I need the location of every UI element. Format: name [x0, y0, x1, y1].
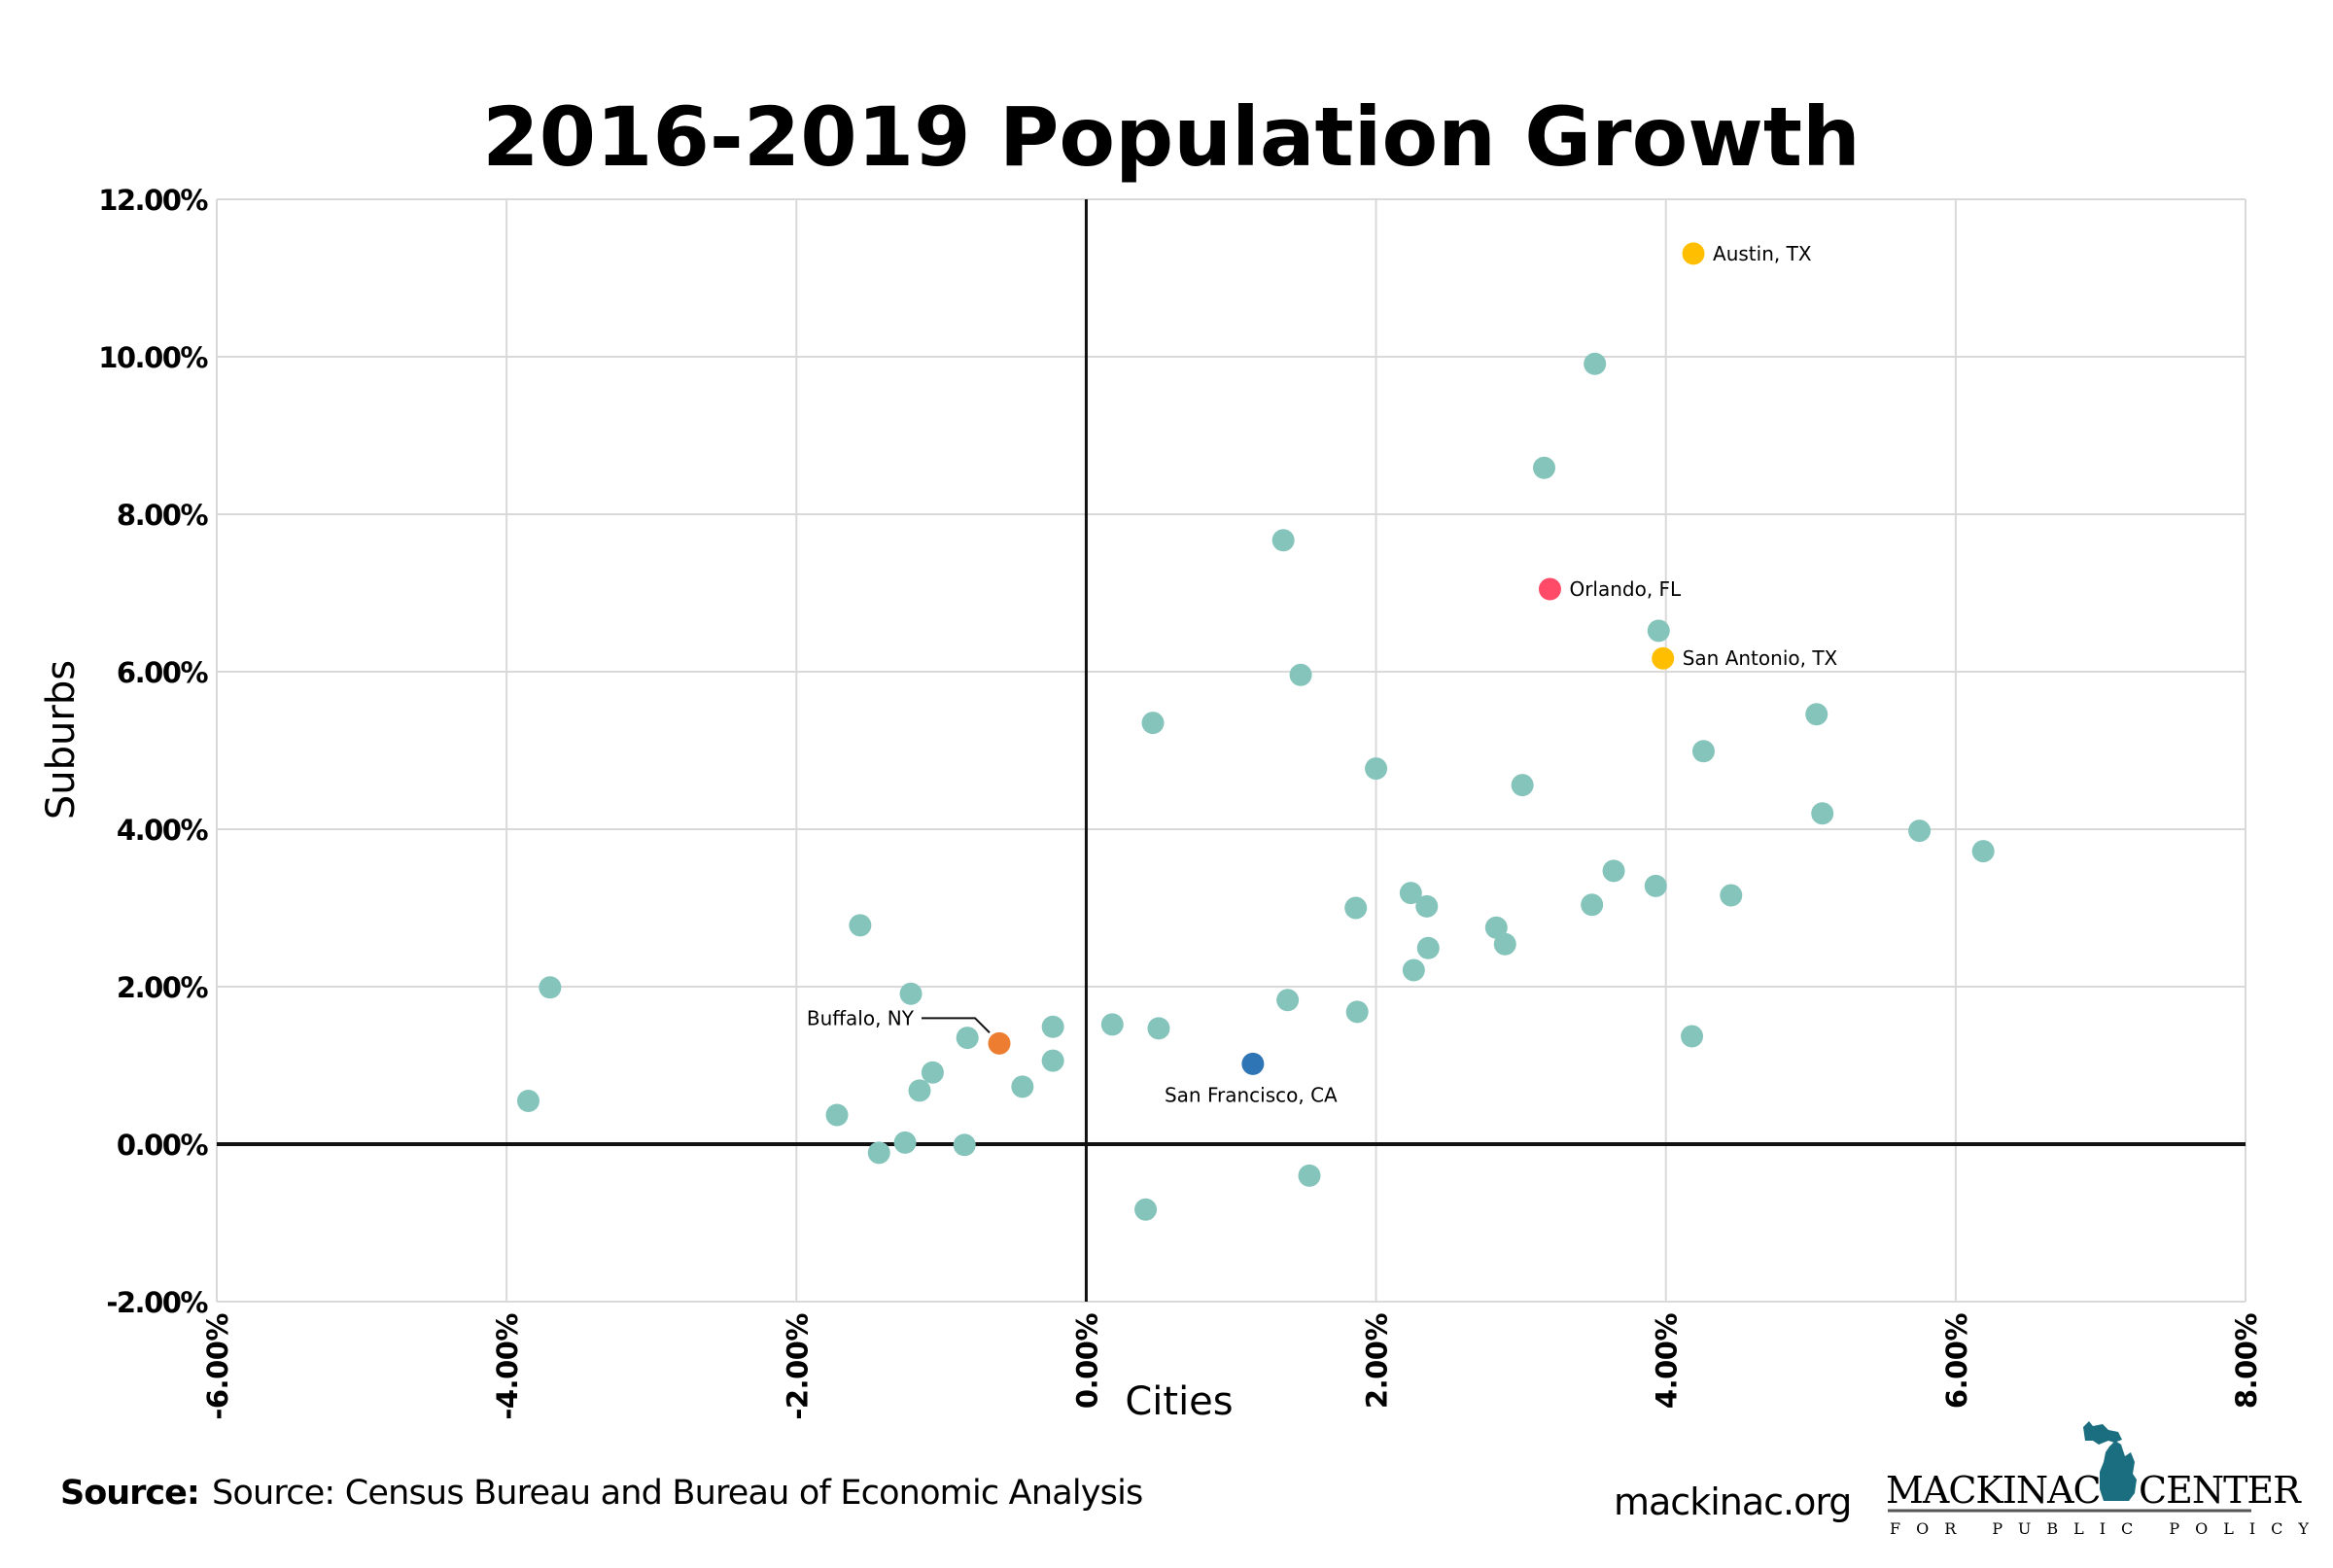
highlighted-point[interactable]	[1682, 242, 1705, 265]
data-point[interactable]	[1276, 989, 1300, 1012]
point-label: Austin, TX	[1713, 242, 1812, 265]
data-point[interactable]	[1041, 1049, 1064, 1072]
x-tick-label: 4.00%	[1651, 1313, 1684, 1410]
source-label: Source:	[60, 1474, 199, 1513]
data-point[interactable]	[1720, 884, 1743, 907]
x-tick-label: -4.00%	[491, 1313, 524, 1420]
data-point[interactable]	[1344, 896, 1368, 920]
data-point[interactable]	[1365, 757, 1388, 781]
data-point[interactable]	[1484, 916, 1508, 939]
data-point[interactable]	[1011, 1075, 1034, 1098]
data-point[interactable]	[1141, 712, 1165, 735]
data-point[interactable]	[1908, 819, 1932, 843]
point-label: Orlando, FL	[1569, 577, 1682, 601]
data-point[interactable]	[1415, 894, 1439, 918]
y-tick-label: 0.00%	[117, 1129, 209, 1162]
data-point[interactable]	[899, 982, 923, 1005]
point-label: Buffalo, NY	[807, 1006, 915, 1029]
highlighted-point[interactable]	[1241, 1052, 1265, 1075]
data-point[interactable]	[1147, 1017, 1170, 1040]
y-axis-label: Suburbs	[39, 660, 84, 819]
point-label: San Francisco, CA	[1165, 1083, 1338, 1106]
data-point[interactable]	[1493, 932, 1516, 956]
michigan-icon	[2083, 1421, 2137, 1501]
data-point[interactable]	[1402, 958, 1425, 982]
x-tick-label: 2.00%	[1361, 1313, 1394, 1410]
data-point[interactable]	[1416, 936, 1440, 959]
data-point[interactable]	[1971, 840, 1995, 863]
data-point[interactable]	[849, 914, 872, 937]
highlighted-point[interactable]	[1652, 646, 1675, 670]
point-label: San Antonio, TX	[1683, 646, 1838, 670]
data-point[interactable]	[1041, 1015, 1064, 1038]
x-tick-label: -2.00%	[781, 1313, 814, 1420]
data-point[interactable]	[1644, 874, 1667, 897]
data-point[interactable]	[539, 976, 562, 999]
source-line: Source: Source: Census Bureau and Bureau…	[60, 1474, 1142, 1513]
y-tick-label: 12.00%	[98, 184, 208, 217]
label-leader-line	[921, 1017, 991, 1034]
data-point[interactable]	[893, 1131, 917, 1154]
x-axis-label: Cities	[1125, 1379, 1233, 1424]
mackinac-logo: MACKINAC CENTER FOR PUBLIC POLICY	[1886, 1421, 2324, 1538]
source-text: Source: Census Bureau and Bureau of Econ…	[212, 1474, 1142, 1513]
data-point[interactable]	[517, 1089, 540, 1112]
highlighted-point[interactable]	[1538, 577, 1561, 601]
logo-subtitle: FOR PUBLIC POLICY	[1890, 1519, 2324, 1538]
data-point[interactable]	[1584, 352, 1607, 375]
data-point[interactable]	[867, 1141, 890, 1165]
website-link[interactable]: mackinac.org	[1614, 1481, 1852, 1523]
data-labels: Austin, TX Orlando, FL San Antonio, TX San …	[807, 242, 1838, 1106]
data-point[interactable]	[921, 1061, 944, 1084]
data-point[interactable]	[1805, 703, 1828, 726]
y-tick-label: 4.00%	[117, 814, 209, 847]
y-tick-label: 6.00%	[117, 656, 209, 689]
data-point[interactable]	[1681, 1025, 1704, 1048]
data-point[interactable]	[1581, 893, 1604, 917]
logo-text-mackinac: MACKINAC	[1886, 1469, 2101, 1512]
grid	[216, 198, 2246, 1303]
data-point[interactable]	[956, 1027, 979, 1050]
y-tick-label: -2.00%	[106, 1286, 208, 1319]
logo-text-center: CENTER	[2139, 1469, 2302, 1512]
x-tick-label: 8.00%	[2230, 1313, 2263, 1410]
data-point[interactable]	[1647, 619, 1670, 643]
data-point[interactable]	[1532, 456, 1555, 479]
data-point[interactable]	[1289, 663, 1312, 686]
data-point[interactable]	[1511, 774, 1534, 797]
y-tick-labels: -2.00% 0.00% 2.00% 4.00% 6.00% 8.00% 10.00% 12.…	[98, 184, 210, 1319]
data-point[interactable]	[1691, 740, 1715, 763]
data-point[interactable]	[1811, 802, 1834, 825]
x-tick-label: 0.00%	[1070, 1313, 1103, 1410]
y-tick-label: 2.00%	[117, 971, 209, 1004]
y-tick-label: 10.00%	[98, 341, 208, 374]
data-point[interactable]	[953, 1133, 976, 1157]
chart-title: 2016-2019 Population Growth	[482, 89, 1861, 185]
data-point[interactable]	[1100, 1013, 1124, 1036]
data-points	[517, 242, 1995, 1221]
data-point[interactable]	[1271, 529, 1295, 552]
data-point[interactable]	[1399, 882, 1422, 905]
data-point[interactable]	[1602, 859, 1625, 883]
data-point[interactable]	[825, 1103, 849, 1127]
highlighted-point[interactable]	[988, 1031, 1011, 1055]
data-point[interactable]	[1134, 1198, 1158, 1221]
x-tick-labels: -6.00% -4.00% -2.00% 0.00% 2.00% 4.00% 6.00% 8.…	[201, 1313, 2263, 1420]
data-point[interactable]	[908, 1079, 931, 1102]
x-tick-label: -6.00%	[201, 1313, 234, 1420]
data-point[interactable]	[1345, 1000, 1369, 1024]
y-tick-label: 8.00%	[117, 499, 209, 532]
data-point[interactable]	[1298, 1164, 1321, 1187]
axes	[217, 199, 2246, 1302]
x-tick-label: 6.00%	[1940, 1313, 1973, 1410]
